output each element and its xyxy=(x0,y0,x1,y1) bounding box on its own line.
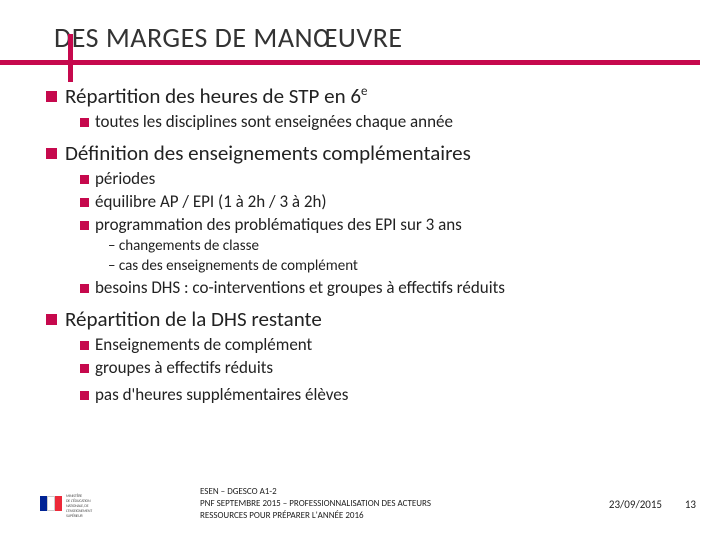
bullet-level-3-text: – cas des enseignements de complément xyxy=(108,257,358,275)
bullet-level-2-text: Enseignements de complément xyxy=(95,334,312,355)
bullet-level-2-text: toutes les disciplines sont enseignées c… xyxy=(95,111,453,132)
bullet-level-2: programmation des problématiques des EPI… xyxy=(80,214,690,235)
bullet-level-2-text: besoins DHS : co-interventions et groupe… xyxy=(95,277,505,298)
bullet-level-2-text: équilibre AP / EPI (1 à 2h / 3 à 2h) xyxy=(95,191,327,212)
ministry-logo: MINISTÈREDE L'ÉDUCATIONNATIONALE, DEL'EN… xyxy=(40,490,130,526)
bullet-level-1-text: Répartition de la DHS restante xyxy=(65,306,322,332)
title-underline xyxy=(0,60,700,65)
ministry-logo-text: MINISTÈREDE L'ÉDUCATIONNATIONALE, DEL'EN… xyxy=(66,494,92,519)
bullet-level-2: équilibre AP / EPI (1 à 2h / 3 à 2h) xyxy=(80,191,690,212)
bullet-level-1: Répartition des heures de STP en 6e xyxy=(46,83,690,109)
footer-line-3: RESSOURCES POUR PRÉPARER L'ANNÉE 2016 xyxy=(200,510,364,521)
bullet-level-2: groupes à effectifs réduits xyxy=(80,357,690,378)
footer-source: ESEN – DGESCO A1-2 PNF SEPTEMBRE 2015 – … xyxy=(200,486,431,522)
bullet-level-2-text: pas d'heures supplémentaires élèves xyxy=(95,384,348,405)
square-bullet-icon xyxy=(80,175,89,184)
slide: DES MARGES DE MANŒUVRE Répartition des h… xyxy=(0,0,720,540)
bullet-level-2: Enseignements de complément xyxy=(80,334,690,355)
slide-title: DES MARGES DE MANŒUVRE xyxy=(54,20,690,55)
square-bullet-icon xyxy=(80,118,89,127)
bullet-level-2: pas d'heures supplémentaires élèves xyxy=(80,384,690,405)
footer-page-number: 13 xyxy=(685,498,696,511)
bullet-level-2: toutes les disciplines sont enseignées c… xyxy=(80,111,690,132)
square-bullet-icon xyxy=(80,341,89,350)
bullet-level-3: – cas des enseignements de complément xyxy=(108,256,690,275)
footer-line-1: ESEN – DGESCO A1-2 xyxy=(200,486,277,497)
footer-line-2: PNF SEPTEMBRE 2015 – PROFESSIONNALISATIO… xyxy=(200,498,431,509)
content-area: Répartition des heures de STP en 6etoute… xyxy=(40,83,690,405)
bullet-level-1: Définition des enseignements complémenta… xyxy=(46,140,690,166)
footer: MINISTÈREDE L'ÉDUCATIONNATIONALE, DEL'EN… xyxy=(0,484,720,532)
bullet-level-2-text: programmation des problématiques des EPI… xyxy=(95,214,462,235)
bullet-level-2-text: groupes à effectifs réduits xyxy=(95,357,273,378)
bullet-level-1-text: Répartition des heures de STP en 6e xyxy=(65,83,367,109)
square-bullet-icon xyxy=(46,91,57,102)
square-bullet-icon xyxy=(80,391,89,400)
bullet-level-3-text: – changements de classe xyxy=(108,237,259,255)
flag-stripe xyxy=(47,496,56,511)
bullet-level-1-text: Définition des enseignements complémenta… xyxy=(65,140,471,166)
title-block: DES MARGES DE MANŒUVRE xyxy=(40,20,690,55)
square-bullet-icon xyxy=(46,148,57,159)
square-bullet-icon xyxy=(80,284,89,293)
flag-stripe xyxy=(40,496,47,511)
square-bullet-icon xyxy=(80,221,89,230)
bullet-level-2: périodes xyxy=(80,168,690,189)
bullet-level-3: – changements de classe xyxy=(108,236,690,255)
square-bullet-icon xyxy=(80,364,89,373)
flag-stripe xyxy=(55,496,62,511)
footer-date: 23/09/2015 xyxy=(609,498,662,511)
title-accent-bar xyxy=(68,34,73,82)
bullet-level-1: Répartition de la DHS restante xyxy=(46,306,690,332)
bullet-level-2: besoins DHS : co-interventions et groupe… xyxy=(80,277,690,298)
square-bullet-icon xyxy=(80,198,89,207)
france-flag-icon xyxy=(40,496,62,511)
square-bullet-icon xyxy=(46,314,57,325)
bullet-level-2-text: périodes xyxy=(95,168,155,189)
